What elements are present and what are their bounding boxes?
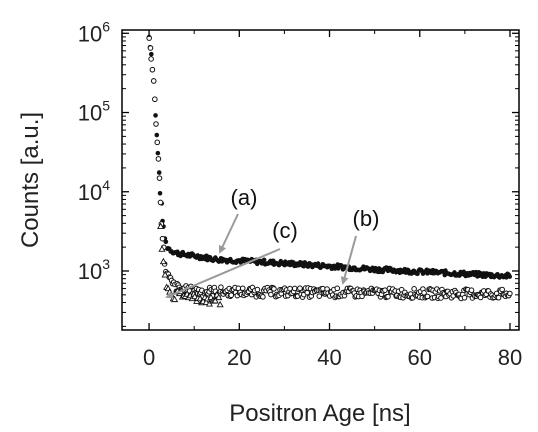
y-tick-exponent: 4 [102,177,110,193]
x-tick-label: 20 [227,345,251,370]
data-point [157,176,162,181]
x-tick-label: 40 [317,345,341,370]
y-tick-exponent: 6 [102,18,110,34]
data-point [298,286,303,291]
y-axis-label: Counts [a.u.] [17,112,44,248]
data-point [508,291,513,296]
plot-frame [122,30,519,330]
data-point [229,293,234,298]
data-point [157,170,162,175]
y-tick-base: 10 [78,259,102,284]
data-point [153,97,158,102]
data-point [272,287,277,292]
data-point [412,287,417,292]
data-point [335,286,340,291]
data-point [507,274,512,279]
y-tick-label: 104 [78,177,110,205]
data-point [262,258,267,263]
data-point [462,295,467,300]
y-tick-base: 10 [78,101,102,126]
x-tick-label: 60 [408,345,432,370]
y-tick-exponent: 5 [102,98,110,114]
annotation-arrow [220,214,238,252]
y-tick-base: 10 [78,180,102,205]
annotation-label: (a) [231,185,258,210]
data-point [151,79,156,84]
y-tick-label: 103 [78,256,110,284]
series-layer [147,35,512,307]
data-point [150,67,155,72]
data-point [158,200,163,205]
y-tick-label: 106 [78,18,110,46]
data-point [261,295,266,300]
data-point [155,140,160,145]
y-tick-label: 105 [78,98,110,126]
data-point [219,285,224,290]
data-point [156,151,161,156]
data-point [469,288,474,293]
data-point [478,295,483,300]
x-tick-label: 80 [498,345,522,370]
x-tick-label: 0 [143,345,155,370]
data-point [148,46,153,51]
data-point [255,287,260,292]
data-point [269,292,274,297]
data-point [439,296,444,301]
data-point [153,113,158,118]
data-point [317,294,322,299]
data-point [154,133,159,138]
data-point [161,259,167,264]
data-point [425,294,430,299]
series-a [147,35,512,280]
x-axis-label: Positron Age [ns] [229,400,410,427]
data-point [149,52,154,57]
annotation-arrow [343,236,356,283]
data-point [149,57,154,62]
data-point [496,295,501,300]
annotation-layer: (a) (c) (b) [167,185,379,297]
y-tick-exponent: 3 [102,256,110,272]
y-tick-base: 10 [78,21,102,46]
data-point [240,286,245,291]
data-point [156,157,161,162]
data-point [158,191,163,196]
data-point [500,287,505,292]
data-point [305,290,310,295]
data-point [160,236,165,241]
data-point [386,294,391,299]
annotation-label: (c) [272,218,298,243]
annotation-label: (b) [353,206,380,231]
data-point [154,122,159,127]
data-point [383,288,388,293]
